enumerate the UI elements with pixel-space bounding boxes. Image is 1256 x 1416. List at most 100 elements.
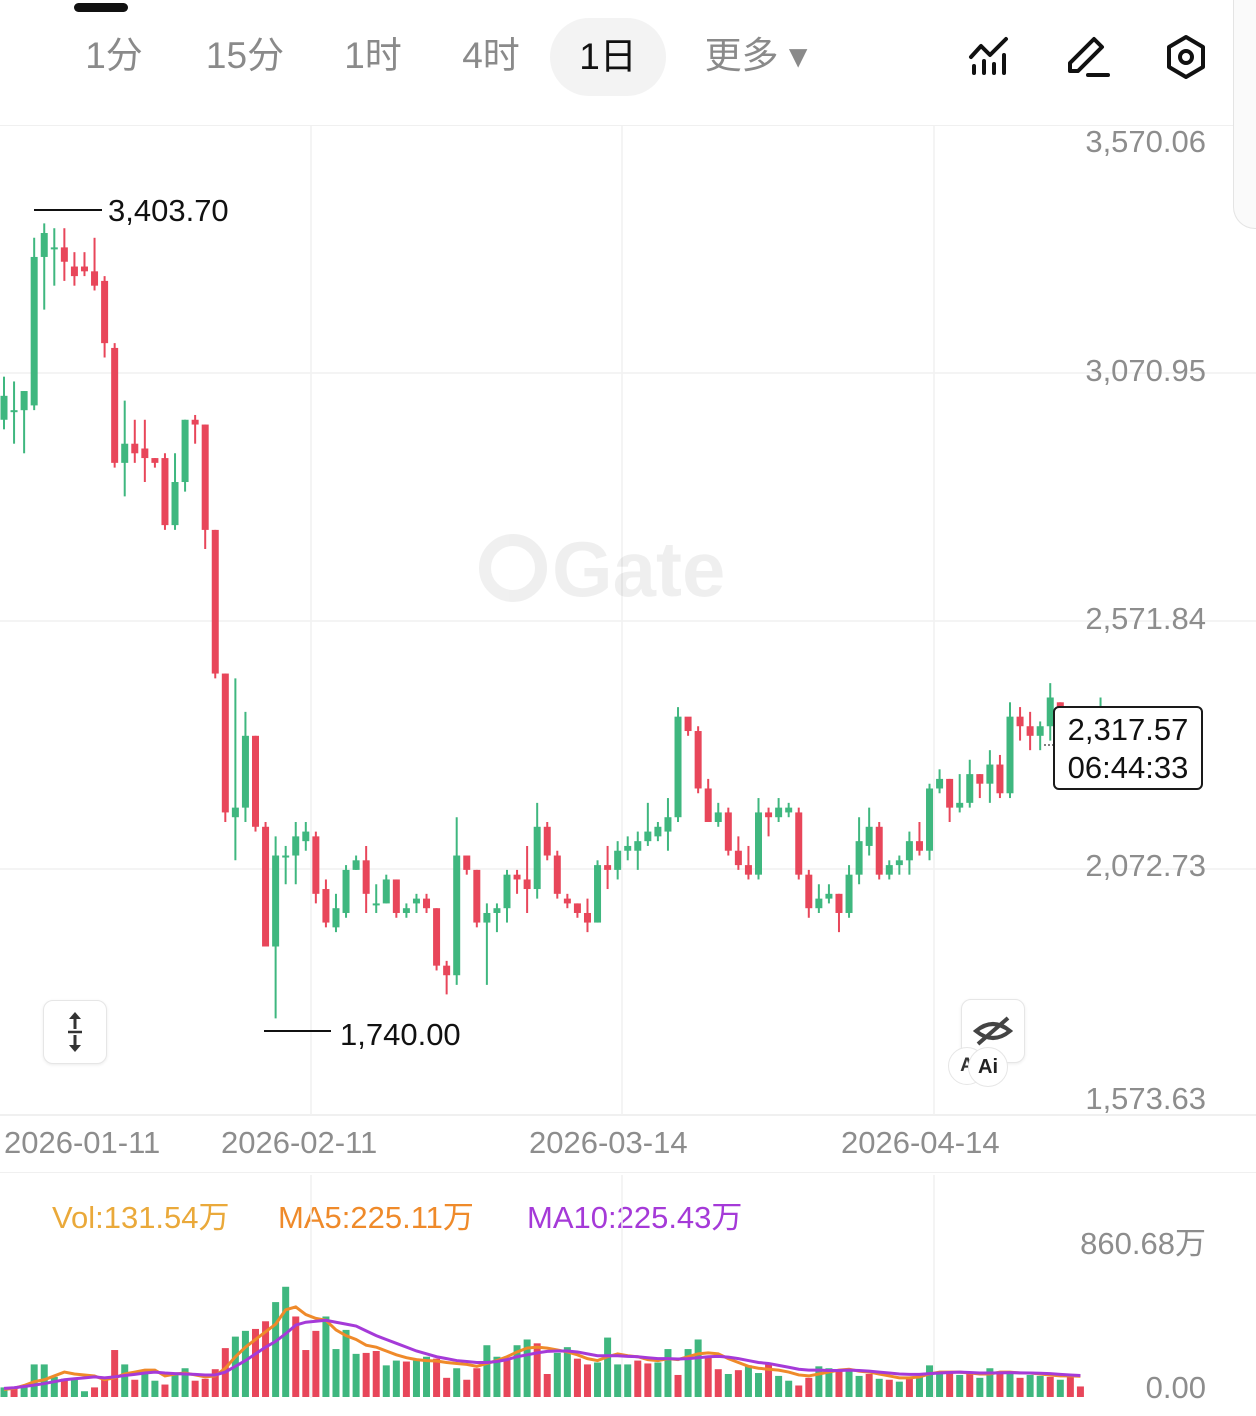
volume-bar [1016,1377,1024,1397]
price-axis-label: 3,570.06 [1085,124,1206,159]
candlestick-chart[interactable]: Gate 3,403.70 1,740.00 [0,0,1256,1116]
candle [775,798,783,823]
volume-bar [402,1361,410,1397]
volume-bar [382,1365,390,1397]
tab-4hour[interactable]: 4时 [462,35,520,76]
volume-bar [533,1343,541,1397]
volume-bar [111,1350,119,1397]
candle [0,376,8,430]
volume-bar [392,1360,400,1397]
volume-bar [734,1370,742,1397]
volume-bar [0,1387,8,1397]
candle [976,774,984,799]
volume-axis-label: 0.00 [1145,1370,1206,1405]
volume-bar [815,1366,823,1397]
tab-1hour[interactable]: 1时 [344,35,402,76]
volume-bar [1046,1376,1054,1397]
drag-handle[interactable] [74,3,128,12]
candle [453,817,461,985]
candle [885,860,893,880]
ma5-legend: MA5:225.11万 [278,1200,474,1235]
volume-bar [322,1316,330,1397]
volume-bar [996,1373,1004,1397]
volume-bar [80,1391,88,1397]
settings-icon[interactable] [1162,33,1210,81]
volume-bar [352,1353,360,1397]
volume-bar [211,1369,219,1397]
volume-bar [342,1329,350,1397]
candle [20,391,28,454]
price-axis-label: 1,573.63 [1085,1081,1206,1116]
volume-bar [473,1368,481,1397]
candle [966,759,974,808]
volume-bar [905,1377,913,1397]
volume-bar [855,1375,863,1397]
tab-1day[interactable]: 1日 [550,18,666,96]
current-price: 2,317.57 [1067,712,1189,747]
candle [91,237,99,291]
volume-bar [523,1339,531,1397]
date-axis-label: 2026-02-11 [221,1125,378,1160]
candle [915,822,923,856]
candle [231,678,239,861]
candle [70,252,78,286]
candle [905,831,913,875]
svg-text:Gate: Gate [552,525,725,613]
volume-bar [976,1377,984,1397]
candle [875,822,883,880]
candle [734,836,742,870]
candle [151,458,159,468]
volume-bar [131,1379,139,1397]
volume-bar [704,1355,712,1397]
volume-bar [60,1378,68,1397]
volume-bar [865,1373,873,1397]
countdown-timer: 06:44:33 [1067,750,1189,785]
candle [714,802,722,827]
volume-bar [795,1385,803,1397]
volume-bar [30,1364,38,1397]
candle [503,869,511,923]
candle [252,735,259,832]
price-axis-label: 2,072.73 [1085,848,1206,883]
tab-15min[interactable]: 15分 [205,35,285,76]
volume-bar [332,1349,340,1397]
candle [30,237,38,411]
scale-toggle-button[interactable] [43,1000,107,1064]
candle [946,778,954,823]
tab-1min[interactable]: 1分 [85,35,143,76]
volume-bar [312,1330,320,1397]
volume-bar [915,1375,923,1397]
candle [101,276,109,358]
volume-bar [362,1352,370,1397]
candle [805,869,813,918]
candle [744,845,752,880]
volume-bar [594,1362,602,1397]
ai-button[interactable]: Ai [968,1047,1008,1087]
draw-pen-icon[interactable] [1064,33,1112,81]
candle [704,778,712,823]
volume-bar [201,1378,209,1397]
tab-more-dropdown[interactable]: 更多 ▾ [704,35,808,76]
candle [624,836,632,861]
candle [191,414,199,444]
low-annotation: 1,740.00 [264,1017,461,1052]
volume-bar [664,1349,672,1397]
volume-bar [634,1360,642,1397]
candle [282,845,290,885]
candle [50,228,58,286]
candle [664,798,672,851]
volume-bar [181,1368,189,1397]
candle [865,807,873,856]
candle [10,381,18,444]
volume-bar [292,1316,300,1397]
candle [553,850,561,899]
candle [121,400,129,497]
volume-bar [946,1372,954,1397]
volume-bar [493,1356,501,1397]
candle [392,879,400,918]
svg-text:3,403.70: 3,403.70 [108,193,229,228]
volume-bar [1036,1375,1044,1397]
volume-bar [936,1373,944,1397]
indicator-icon[interactable] [966,33,1014,81]
volume-bar [895,1381,903,1397]
